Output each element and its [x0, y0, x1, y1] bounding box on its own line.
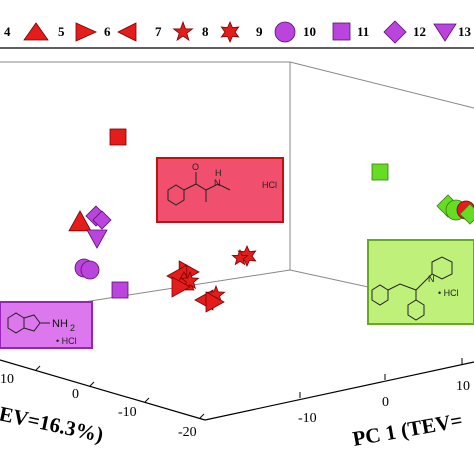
- data-point-circle-16: [80, 260, 100, 280]
- inset-label-hcl: HCl: [262, 180, 277, 190]
- legend-marker-square: [332, 22, 351, 41]
- legend-label-9: 9: [256, 24, 263, 39]
- legend-label-12: 12: [413, 24, 426, 39]
- legend-label-13: 13: [458, 24, 472, 39]
- data-markers: [68, 128, 474, 313]
- data-point-triangle-right-10: [205, 291, 225, 313]
- inset-label-o: O: [192, 162, 199, 172]
- inset-label-n: N: [214, 178, 221, 188]
- inset-label-h: H: [215, 168, 222, 178]
- legend-label-4: 4: [4, 24, 11, 39]
- legend-marker-star6: [220, 21, 240, 43]
- pc2-ticks: 10 0 -10 -20: [0, 372, 197, 440]
- data-point-diamond-22: [459, 203, 474, 225]
- legend-label-6: 6: [104, 24, 111, 39]
- inset-label-nh: NH: [52, 318, 68, 330]
- pc1-ticks: -10 0 10: [298, 379, 470, 426]
- tick-marks: [35, 358, 463, 419]
- data-point-star5-6: [180, 270, 200, 290]
- inset-aminoindane: NH 2 • HCl: [0, 301, 93, 349]
- legend-marker-triangle-down: [433, 23, 457, 42]
- inset-piperidine: N • HCl: [367, 239, 474, 325]
- inset-benzene-ring: [371, 284, 389, 306]
- inset-label-hcl: • HCl: [56, 336, 77, 346]
- pc2-tick-0: 0: [72, 387, 79, 402]
- legend-label-5: 5: [58, 24, 65, 39]
- pc1-tick-m10: -10: [298, 411, 317, 426]
- data-point-square-18: [371, 163, 389, 181]
- legend-marker-diamond: [383, 20, 407, 44]
- legend-marker-star5: [172, 20, 194, 42]
- pc2-tick-m10: -10: [118, 405, 137, 420]
- data-point-triangle-right-7: [171, 276, 191, 298]
- legend-label-10: 10: [303, 24, 316, 39]
- data-point-diamond-13: [92, 210, 112, 230]
- data-point-star5-2: [231, 248, 249, 266]
- legend-marker-triangle-left: [117, 22, 137, 42]
- inset-label-hcl: • HCl: [438, 288, 459, 298]
- data-point-triangle-up-11: [68, 210, 92, 232]
- pc1-tick-0: 0: [382, 395, 389, 410]
- pc1-axis-label: PC 1 (TEV=: [351, 408, 465, 451]
- legend-marker-circle: [274, 21, 296, 43]
- inset-benzene-ring: [167, 184, 185, 206]
- data-point-square-17: [111, 281, 129, 299]
- pc2-tick-10: 10: [0, 372, 14, 387]
- legend-marker-triangle-up: [23, 22, 49, 41]
- legend: 4 5 6 7 8 9 10 11 12 13: [4, 20, 472, 44]
- pc2-tick-m20: -20: [178, 425, 197, 440]
- legend-label-8: 8: [202, 24, 209, 39]
- legend-label-11: 11: [357, 24, 369, 39]
- plot-frame-front: [0, 359, 474, 421]
- data-point-square-0: [109, 128, 127, 146]
- pc1-tick-10: 10: [456, 379, 470, 394]
- inset-chain: [387, 273, 433, 291]
- data-point-triangle-down-14: [86, 229, 108, 249]
- legend-marker-triangle-right: [75, 22, 97, 42]
- inset-label-n: N: [428, 274, 435, 284]
- pc2-axis-label: EV=16.3%): [0, 401, 106, 446]
- inset-methcathinone: O N H HCl: [156, 157, 284, 223]
- legend-label-7: 7: [155, 24, 162, 39]
- inset-label-2: 2: [70, 323, 75, 333]
